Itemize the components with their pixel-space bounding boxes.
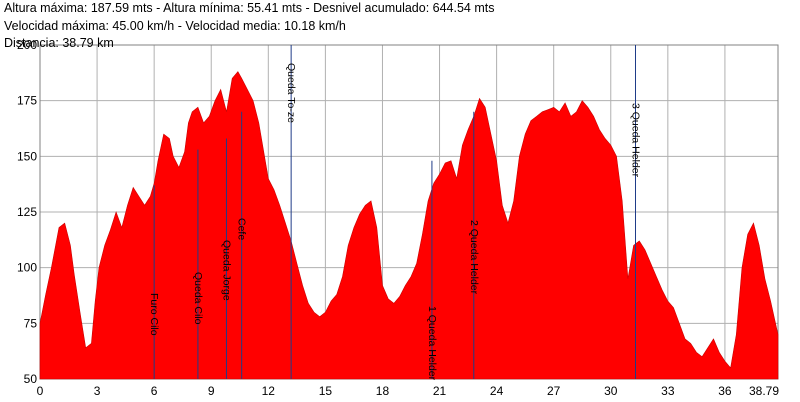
y-tick-label: 50 [24,372,38,386]
elevation-area [39,71,779,380]
x-tick-label: 9 [208,384,215,398]
header-line-altitude: Altura máxima: 187.59 mts - Altura mínim… [4,1,495,15]
x-tick-label: 21 [433,384,447,398]
x-tick-label: 27 [547,384,561,398]
y-tick-label: 75 [24,316,38,330]
x-tick-label: 30 [604,384,618,398]
x-tick-label: 36 [718,384,732,398]
x-tick-label: 38.79 [749,384,779,398]
x-tick-label: 6 [151,384,158,398]
header-line-speed: Velocidad máxima: 45.00 km/h - Velocidad… [4,18,346,33]
y-tick-label: 175 [17,94,37,108]
x-tick-label: 12 [262,384,276,398]
waypoint-label: Cefe [236,218,248,240]
y-tick-label: 125 [17,205,37,219]
x-tick-label: 3 [94,384,101,398]
x-tick-label: 24 [490,384,504,398]
waypoint-label: 2 Queda Helder [468,220,480,295]
x-tick-label: 18 [376,384,390,398]
y-tick-label: 200 [17,38,37,52]
header-line-distance: Distancia: 38.79 km [4,36,114,50]
x-tick-label: 33 [661,384,675,398]
x-tick-label: 15 [319,384,333,398]
waypoint-label: Queda Jorge [220,240,232,301]
y-tick-label: 100 [17,261,37,275]
waypoint-label: Queda Cilo [192,272,204,325]
waypoint-label: Furo Cilo [148,293,160,336]
elevation-series [39,71,779,380]
waypoint-markers: Furo Cilo Queda Cilo Queda Jorge Cefe Queda … [148,45,641,381]
waypoint-label: 3 Queda Helder [629,103,641,178]
x-tick-label: 0 [37,384,44,398]
x-axis-ticks: 0 3 6 9 12 15 18 21 24 27 30 33 36 38.79 [37,384,780,398]
y-tick-label: 150 [17,149,37,163]
chart-header: Altura máxima: 187.59 mts - Altura mínim… [4,0,495,53]
y-axis-ticks: 50 75 100 125 150 175 200 [17,38,37,386]
waypoint-label: 1 Queda Helder [426,306,438,381]
waypoint-label: Queda To-ze [285,63,297,123]
